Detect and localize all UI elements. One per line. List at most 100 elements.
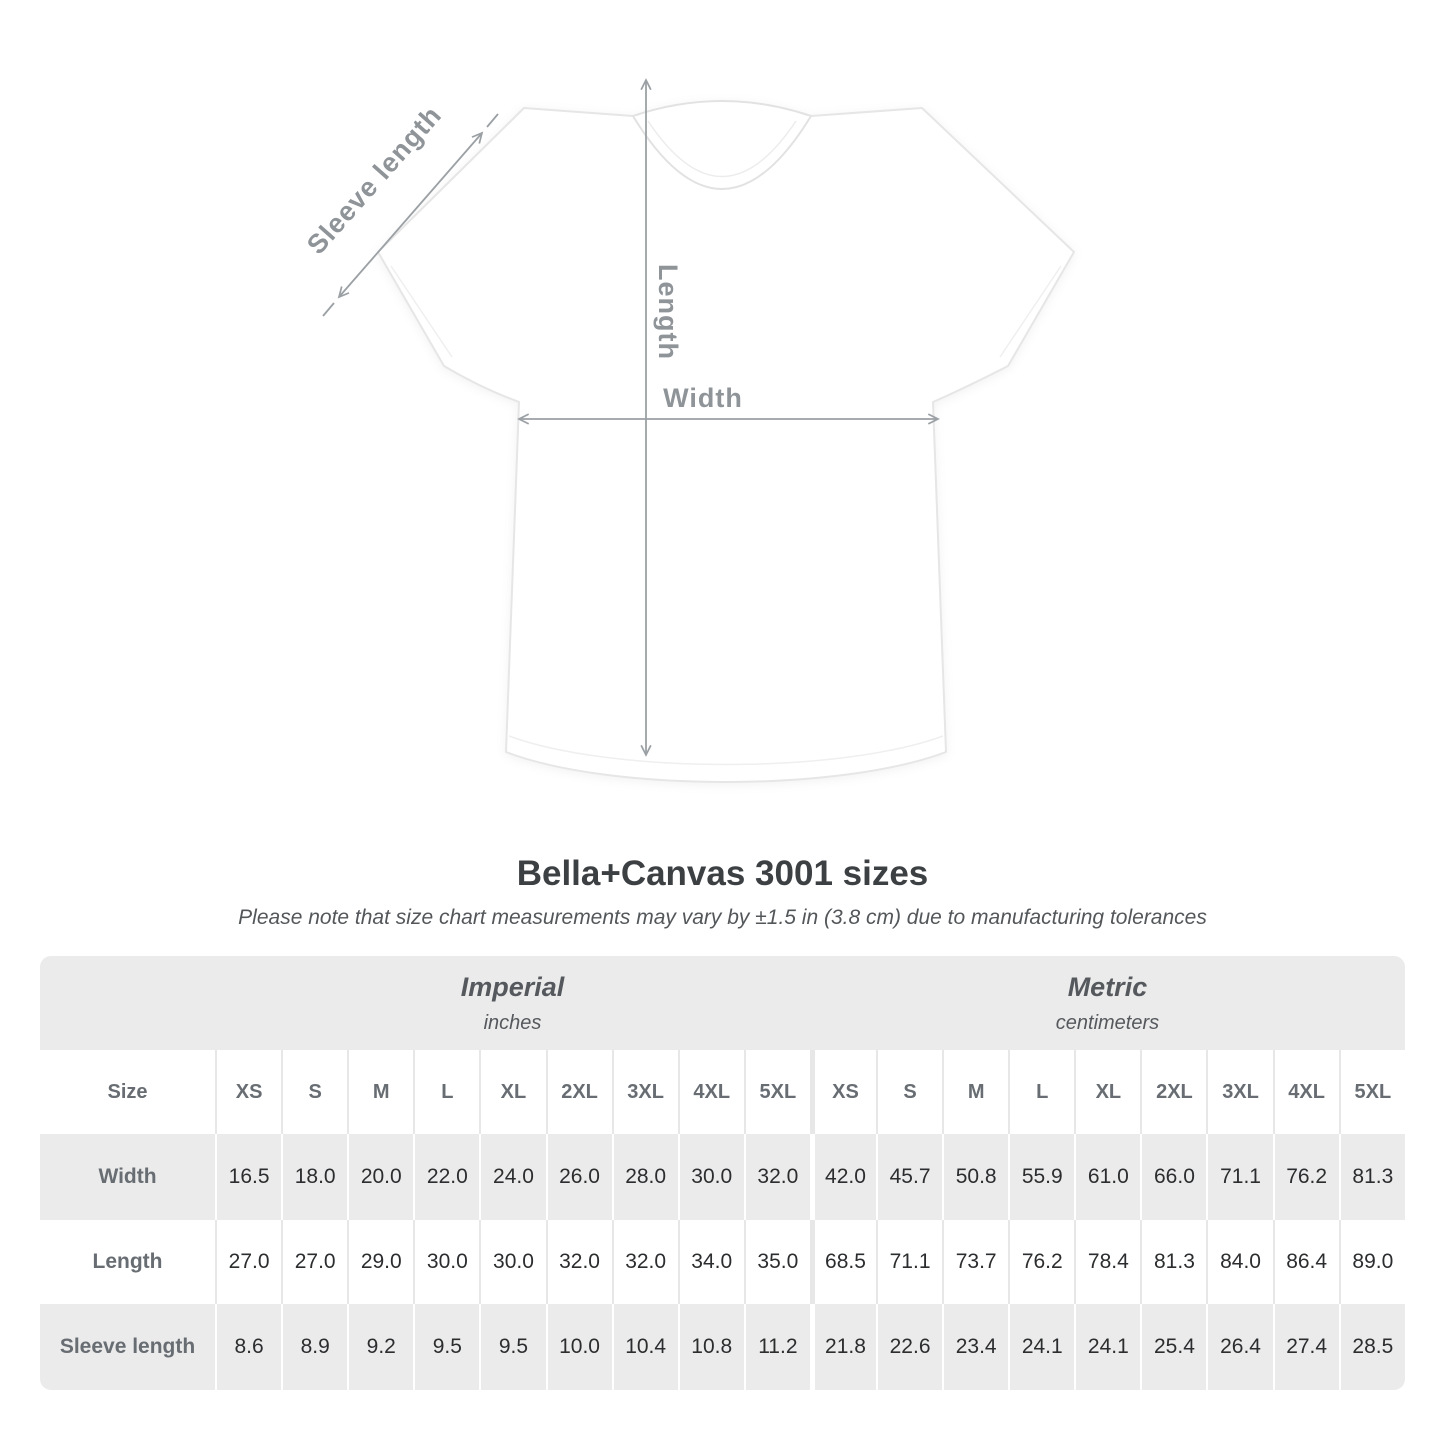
size-header-imperial-l: L [413, 1050, 480, 1134]
imperial-sublabel: inches [483, 1011, 542, 1034]
cell-length-metric-l: 76.2 [1008, 1220, 1075, 1304]
cell-width-imperial-l: 22.0 [413, 1134, 480, 1220]
cell-sleeve-length-imperial-5xl: 11.2 [743, 1304, 810, 1390]
cell-width-metric-xl: 61.0 [1074, 1134, 1141, 1220]
cell-width-imperial-2xl: 26.0 [545, 1134, 612, 1220]
sleeve-length-arrow [337, 131, 484, 299]
cell-length-metric-3xl: 84.0 [1206, 1220, 1273, 1304]
cell-length-imperial-l: 30.0 [413, 1220, 480, 1304]
cell-width-imperial-xs: 16.5 [215, 1134, 282, 1220]
cell-width-imperial-5xl: 32.0 [743, 1134, 810, 1220]
metric-sublabel: centimeters [1055, 1011, 1160, 1034]
size-header-imperial-5xl: 5XL [743, 1050, 810, 1134]
cell-sleeve-length-imperial-s: 8.9 [281, 1304, 348, 1390]
cell-sleeve-length-imperial-xs: 8.6 [215, 1304, 282, 1390]
row-label-width: Width [40, 1134, 216, 1220]
cell-length-imperial-5xl: 35.0 [743, 1220, 810, 1304]
cell-width-metric-l: 55.9 [1008, 1134, 1075, 1220]
size-header-imperial-2xl: 2XL [545, 1050, 612, 1134]
sleeve-arrow-tail-bottom [322, 302, 335, 317]
cell-sleeve-length-imperial-4xl: 10.8 [677, 1304, 744, 1390]
cell-width-metric-xs: 42.0 [809, 1134, 877, 1220]
cell-sleeve-length-metric-m: 23.4 [942, 1304, 1009, 1390]
cell-length-metric-xl: 78.4 [1074, 1220, 1141, 1304]
cell-width-metric-4xl: 76.2 [1272, 1134, 1339, 1220]
size-header-imperial-m: M [347, 1050, 414, 1134]
cell-width-imperial-3xl: 28.0 [611, 1134, 678, 1220]
size-header-imperial-4xl: 4XL [677, 1050, 744, 1134]
cell-width-metric-5xl: 81.3 [1338, 1134, 1405, 1220]
size-header-metric-2xl: 2XL [1140, 1050, 1207, 1134]
cell-sleeve-length-metric-3xl: 26.4 [1206, 1304, 1273, 1390]
size-header-imperial-3xl: 3XL [611, 1050, 678, 1134]
cell-sleeve-length-metric-xl: 24.1 [1074, 1304, 1141, 1390]
row-label-sleeve-length: Sleeve length [40, 1304, 216, 1390]
size-header-metric-4xl: 4XL [1272, 1050, 1339, 1134]
cell-length-imperial-s: 27.0 [281, 1220, 348, 1304]
cell-length-imperial-2xl: 32.0 [545, 1220, 612, 1304]
size-table: Imperial inches Metric centimeters Size … [40, 956, 1405, 1390]
width-label: Width [663, 383, 743, 413]
cell-length-imperial-3xl: 32.0 [611, 1220, 678, 1304]
cell-sleeve-length-imperial-xl: 9.5 [479, 1304, 546, 1390]
length-label: Length [653, 264, 683, 360]
cell-width-imperial-xl: 24.0 [479, 1134, 546, 1220]
size-chart-page: Sleeve length Length Width Bella+Canvas … [40, 78, 1405, 1390]
cell-width-metric-3xl: 71.1 [1206, 1134, 1273, 1220]
band-spacer [40, 956, 216, 1050]
measurement-arrows [322, 78, 940, 757]
tshirt-image [377, 100, 1075, 783]
cell-width-metric-s: 45.7 [876, 1134, 943, 1220]
cell-length-imperial-m: 29.0 [347, 1220, 414, 1304]
imperial-band: Imperial inches [215, 956, 810, 1050]
cell-sleeve-length-imperial-m: 9.2 [347, 1304, 414, 1390]
size-header-imperial-xl: XL [479, 1050, 546, 1134]
size-header-metric-xl: XL [1074, 1050, 1141, 1134]
size-header-imperial-xs: XS [215, 1050, 282, 1134]
cell-sleeve-length-imperial-2xl: 10.0 [545, 1304, 612, 1390]
cell-sleeve-length-metric-5xl: 28.5 [1338, 1304, 1405, 1390]
size-header-metric-l: L [1008, 1050, 1075, 1134]
row-sleeve-length: Sleeve length 8.6 8.9 9.2 9.5 9.5 10.0 10.4 10.8… [40, 1304, 1405, 1390]
cell-length-metric-m: 73.7 [942, 1220, 1009, 1304]
size-column-header: Size [40, 1050, 216, 1134]
size-header-metric-s: S [876, 1050, 943, 1134]
size-header-metric-m: M [942, 1050, 1009, 1134]
size-header-metric-5xl: 5XL [1338, 1050, 1405, 1134]
tolerance-note: Please note that size chart measurements… [238, 906, 1207, 929]
unit-band-row: Imperial inches Metric centimeters [40, 956, 1405, 1050]
row-width: Width 16.5 18.0 20.0 22.0 24.0 26.0 28.0 30.0 32.… [40, 1134, 1405, 1220]
cell-length-metric-s: 71.1 [876, 1220, 943, 1304]
tshirt-diagram-svg: Sleeve length Length Width [301, 78, 1075, 783]
metric-label: Metric [1067, 971, 1148, 1002]
cell-width-metric-m: 50.8 [942, 1134, 1009, 1220]
cell-length-imperial-xl: 30.0 [479, 1220, 546, 1304]
size-header-metric-xs: XS [809, 1050, 877, 1134]
cell-length-metric-xs: 68.5 [809, 1220, 877, 1304]
cell-width-metric-2xl: 66.0 [1140, 1134, 1207, 1220]
cell-length-metric-5xl: 89.0 [1338, 1220, 1405, 1304]
size-header-metric-3xl: 3XL [1206, 1050, 1273, 1134]
page-title: Bella+Canvas 3001 sizes [516, 854, 929, 893]
imperial-label: Imperial [460, 971, 565, 1002]
size-header-imperial-s: S [281, 1050, 348, 1134]
cell-sleeve-length-imperial-l: 9.5 [413, 1304, 480, 1390]
row-label-length: Length [40, 1220, 216, 1304]
tshirt-measurement-diagram: Sleeve length Length Width [301, 78, 1075, 783]
sleeve-arrow-tail-top [486, 113, 499, 128]
cell-sleeve-length-metric-2xl: 25.4 [1140, 1304, 1207, 1390]
cell-length-imperial-4xl: 34.0 [677, 1220, 744, 1304]
size-header-row: Size XS S M L XL 2XL 3XL 4XL 5XL XS S M L XL 2XL 3XL 4XL… [40, 1050, 1405, 1134]
metric-band: Metric centimeters [809, 956, 1405, 1050]
cell-width-imperial-m: 20.0 [347, 1134, 414, 1220]
row-length: Length 27.0 27.0 29.0 30.0 30.0 32.0 32.0 34.0 35… [40, 1220, 1405, 1304]
cell-width-imperial-s: 18.0 [281, 1134, 348, 1220]
cell-length-metric-2xl: 81.3 [1140, 1220, 1207, 1304]
cell-sleeve-length-metric-l: 24.1 [1008, 1304, 1075, 1390]
cell-sleeve-length-imperial-3xl: 10.4 [611, 1304, 678, 1390]
cell-sleeve-length-metric-xs: 21.8 [809, 1304, 877, 1390]
cell-length-metric-4xl: 86.4 [1272, 1220, 1339, 1304]
cell-sleeve-length-metric-s: 22.6 [876, 1304, 943, 1390]
cell-sleeve-length-metric-4xl: 27.4 [1272, 1304, 1339, 1390]
cell-width-imperial-4xl: 30.0 [677, 1134, 744, 1220]
